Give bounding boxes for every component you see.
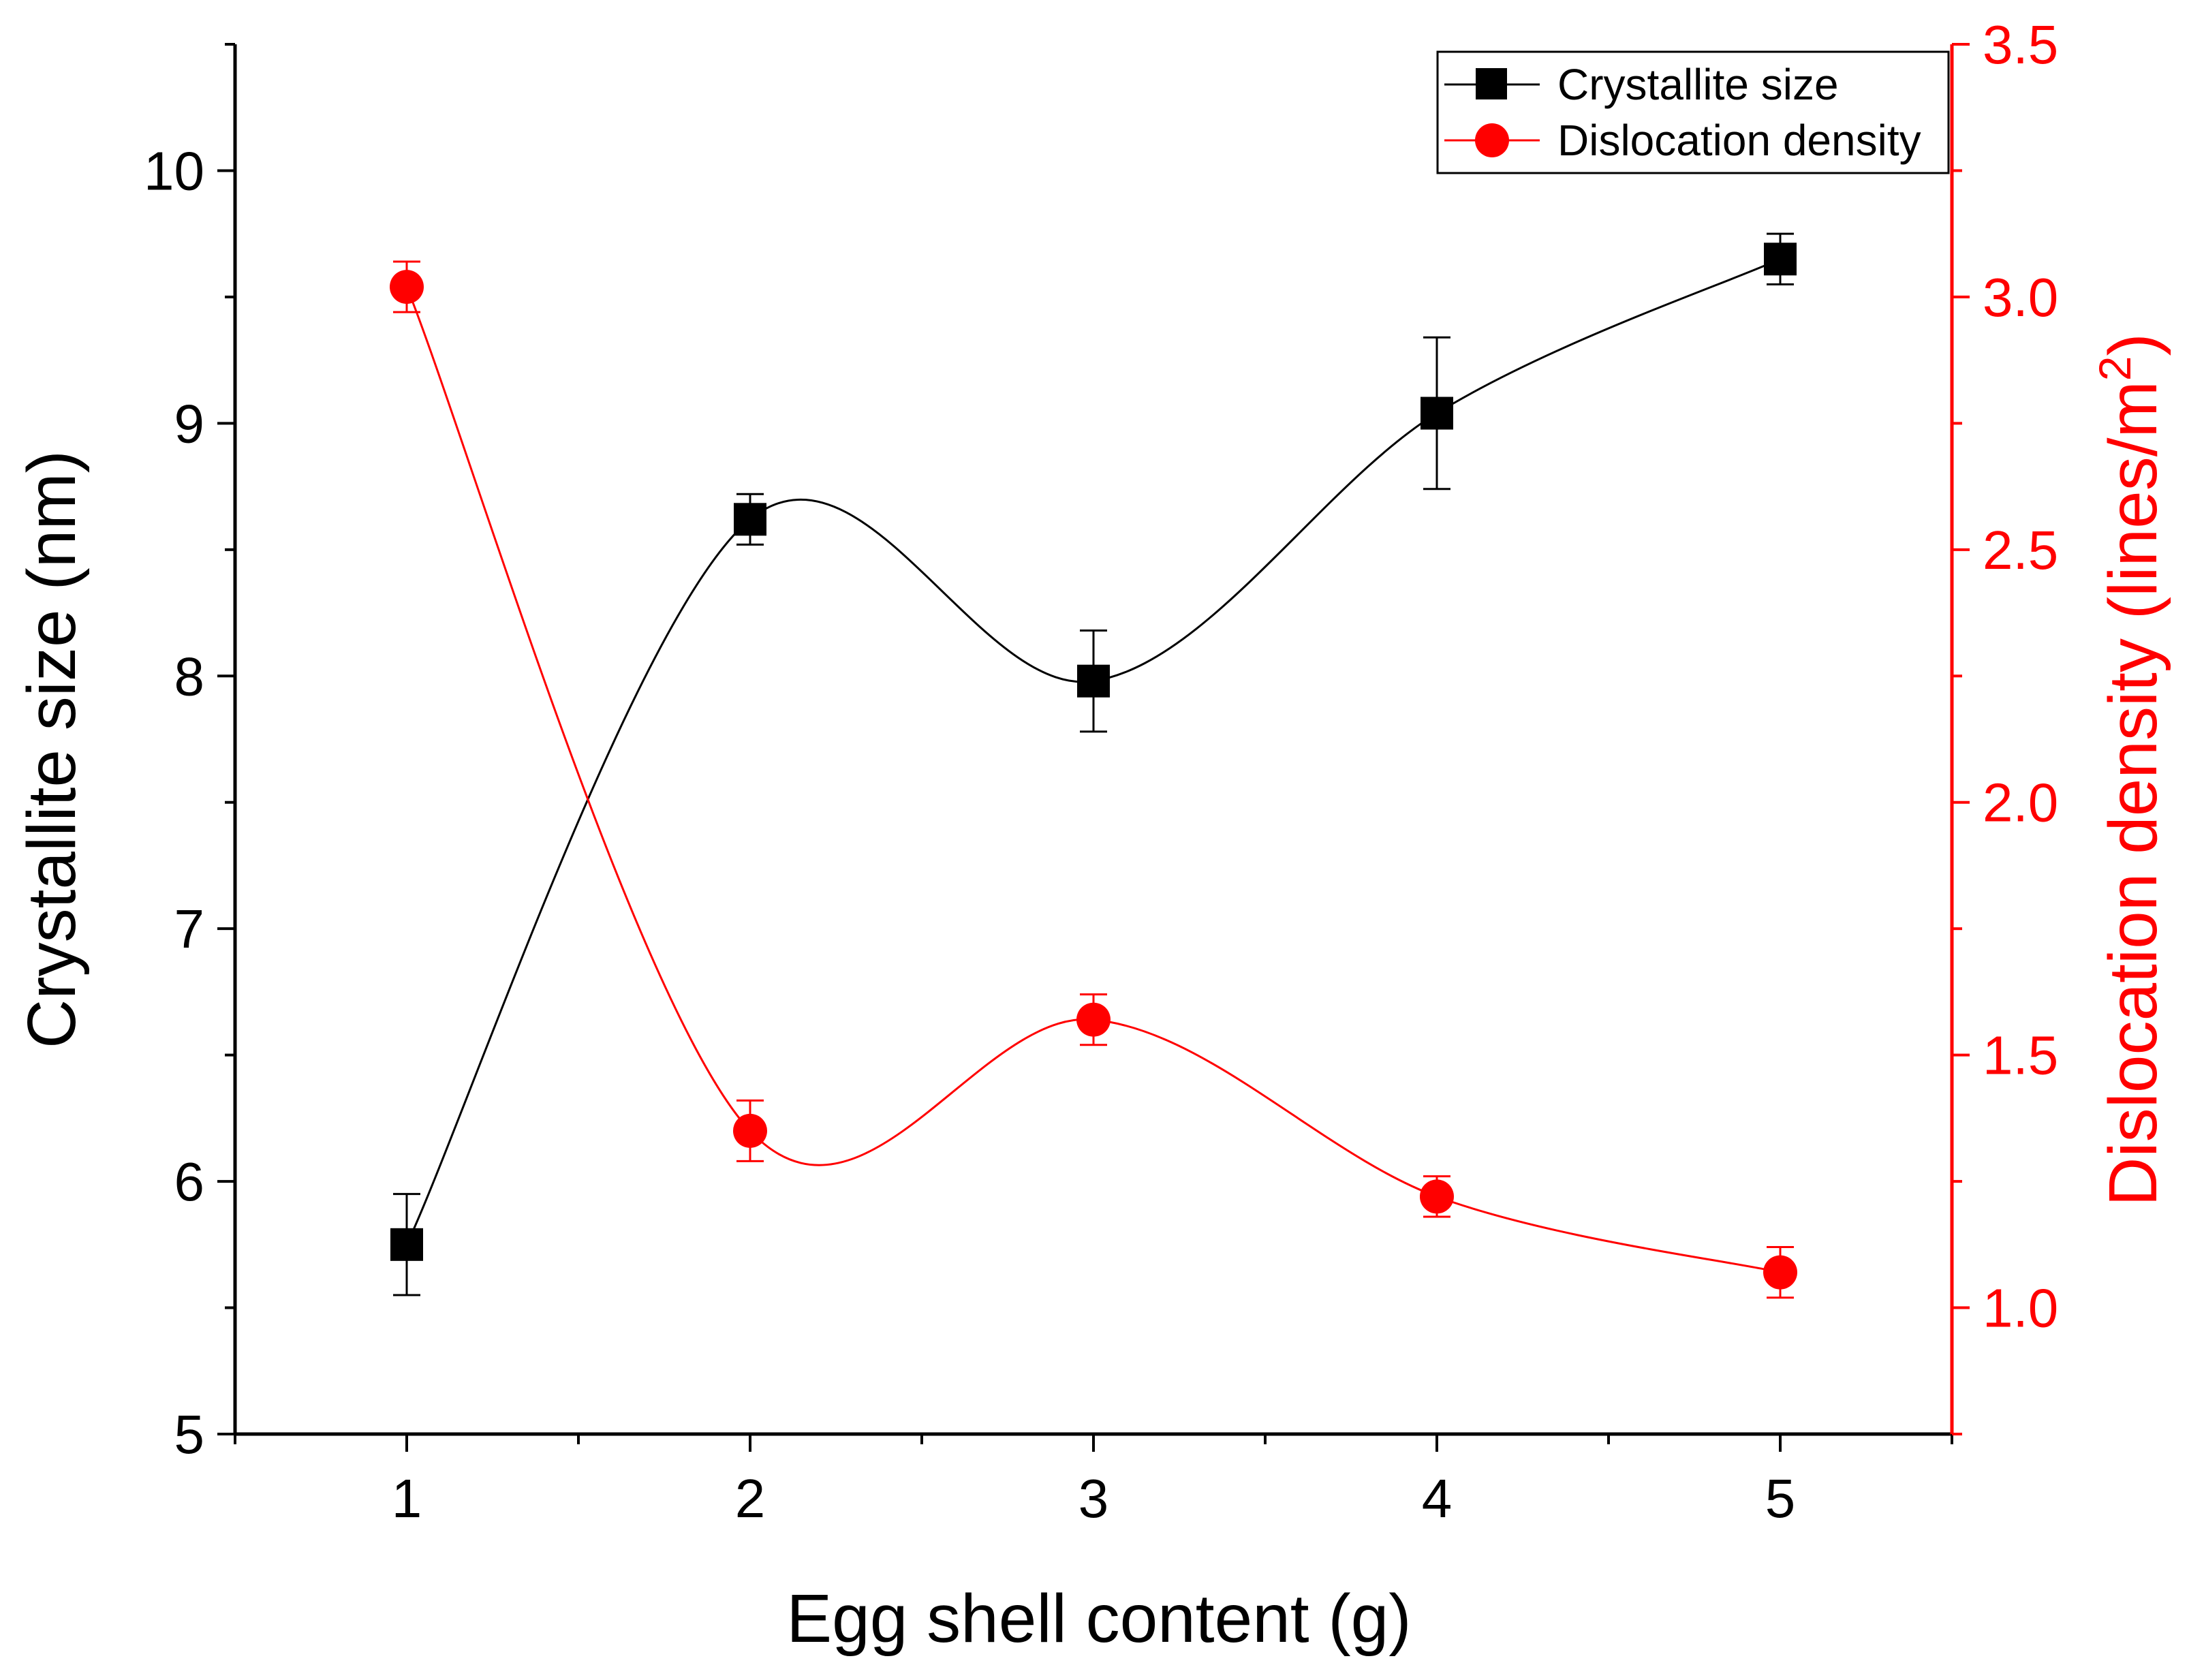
data-point-crystallite-size [1421,396,1453,430]
y-left-tick-label: 6 [174,1151,205,1212]
data-point-crystallite-size [390,1228,423,1261]
y-right-axis-title: Dislocation density (lines/m2) [2090,333,2171,1207]
y-left-tick-label: 10 [144,140,204,201]
y-right-axis-title-close: ) [2095,333,2171,356]
x-tick-label: 5 [1765,1468,1796,1529]
y-right-tick-label: 1.5 [1983,1025,2058,1086]
x-axis-title: Egg shell content (g) [786,1581,1411,1657]
y-right-axis-title-sup: 2 [2090,356,2140,382]
data-point-dislocation-density [1076,1002,1111,1037]
legend-marker-crystallite [1476,68,1507,99]
series-line-dislocation-density [405,286,1781,1274]
y-left-axis-title: Crystallite size (nm) [14,450,90,1048]
y-left-tick-label: 8 [174,646,205,706]
data-point-dislocation-density [733,1113,767,1148]
x-tick-label: 2 [735,1468,766,1529]
data-point-dislocation-density [390,270,424,305]
legend-box [1436,50,1950,174]
y-right-tick-label: 2.0 [1983,773,2058,833]
y-right-tick-label: 2.5 [1983,520,2058,580]
legend-label-dislocation: Dislocation density [1557,116,1921,165]
data-point-dislocation-density [1763,1255,1797,1290]
y-left-tick-label: 7 [174,899,205,959]
y-left-tick-label: 9 [174,393,205,454]
x-tick-label: 3 [1078,1468,1109,1529]
y-right-tick-label: 3.0 [1983,267,2058,328]
legend: Crystallite size Dislocation density [1436,50,1950,174]
legend-marker-dislocation [1475,123,1509,157]
y-right-tick-label: 1.0 [1983,1278,2058,1339]
y-right-axis-title-main: Dislocation density (lines/m [2095,381,2171,1207]
data-point-dislocation-density [1420,1179,1454,1214]
data-point-crystallite-size [734,503,766,536]
legend-label-crystallite: Crystallite size [1557,60,1839,109]
x-tick-label: 4 [1422,1468,1453,1529]
x-tick-label: 1 [392,1468,422,1529]
chart-marks: 1 2 3 4 5 5 6 7 8 9 10 1.0 1.5 2.0 2.5 3.0 3.5 [144,14,2058,1529]
data-point-crystallite-size [1077,664,1110,698]
y-left-tick-label: 5 [174,1404,205,1465]
y-right-tick-label: 3.5 [1983,14,2058,75]
data-point-crystallite-size [1764,243,1797,276]
series-line-crystallite-size [405,258,1781,1245]
